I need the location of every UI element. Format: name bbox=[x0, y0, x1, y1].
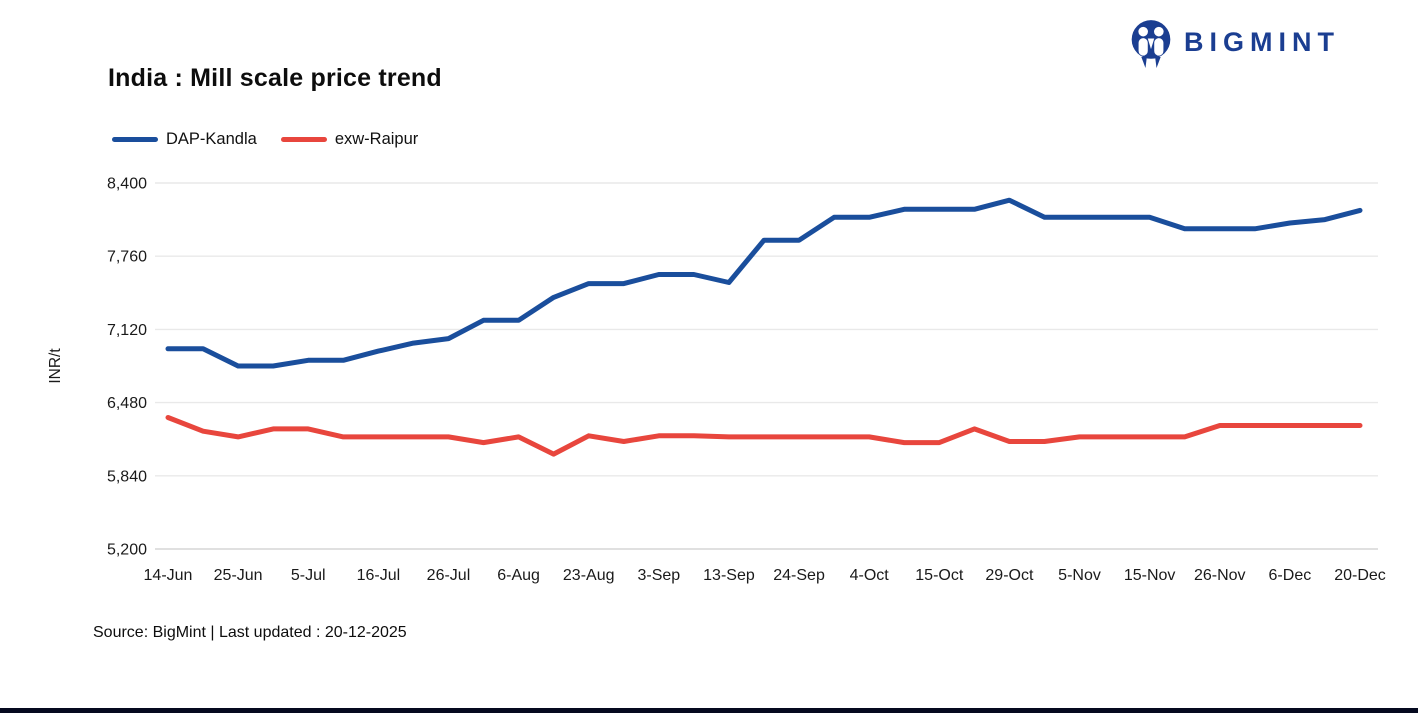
x-tick-label: 5-Nov bbox=[1058, 567, 1101, 584]
series-line-dap-kandla bbox=[165, 197, 1363, 369]
brand-name: BIGMINT bbox=[1184, 27, 1340, 57]
x-tick-label: 20-Dec bbox=[1334, 567, 1386, 584]
y-tick-label: 6,480 bbox=[107, 395, 147, 412]
x-tick-label: 13-Sep bbox=[703, 567, 755, 584]
source-note: Source: BigMint | Last updated : 20-12-2… bbox=[93, 624, 407, 641]
bigmint-logo-icon bbox=[1131, 20, 1171, 68]
brand-logo: BIGMINT bbox=[1128, 18, 1340, 72]
x-tick-label: 25-Jun bbox=[214, 567, 263, 584]
x-tick-label: 3-Sep bbox=[637, 567, 680, 584]
legend-label: exw-Raipur bbox=[334, 130, 419, 148]
y-tick-label: 5,200 bbox=[107, 542, 147, 559]
legend-swatch-blue-icon bbox=[112, 137, 158, 142]
x-tick-label: 6-Dec bbox=[1269, 567, 1312, 584]
x-tick-label: 5-Jul bbox=[291, 567, 326, 584]
y-tick-label: 5,840 bbox=[107, 468, 147, 485]
x-tick-label: 24-Sep bbox=[773, 567, 825, 584]
series-line-exw-raipur bbox=[165, 415, 1363, 457]
page-title: India : Mill scale price trend bbox=[108, 64, 442, 92]
x-tick-label: 29-Oct bbox=[985, 567, 1034, 584]
x-tick-label: 6-Aug bbox=[497, 567, 540, 584]
x-tick-label: 26-Jul bbox=[427, 567, 471, 584]
chart-legend: DAP-Kandla exw-Raipur bbox=[112, 130, 442, 149]
y-tick-label: 8,400 bbox=[107, 176, 147, 193]
bottom-accent-bar bbox=[0, 708, 1418, 713]
x-tick-label: 15-Oct bbox=[915, 567, 964, 584]
legend-item-dap-kandla: DAP-Kandla bbox=[112, 130, 257, 149]
x-tick-label: 23-Aug bbox=[563, 567, 615, 584]
x-tick-label: 15-Nov bbox=[1124, 567, 1176, 584]
legend-swatch-red-icon bbox=[280, 137, 327, 142]
x-tick-label: 14-Jun bbox=[144, 567, 193, 584]
x-tick-label: 16-Jul bbox=[357, 567, 401, 584]
legend-item-exw-raipur: exw-Raipur bbox=[280, 130, 419, 149]
y-tick-label: 7,120 bbox=[107, 322, 147, 339]
legend-label: DAP-Kandla bbox=[166, 130, 257, 148]
y-tick-label: 7,760 bbox=[107, 249, 147, 266]
y-axis-title: INR/t bbox=[47, 348, 64, 384]
x-tick-label: 26-Nov bbox=[1194, 567, 1246, 584]
x-tick-label: 4-Oct bbox=[850, 567, 890, 584]
